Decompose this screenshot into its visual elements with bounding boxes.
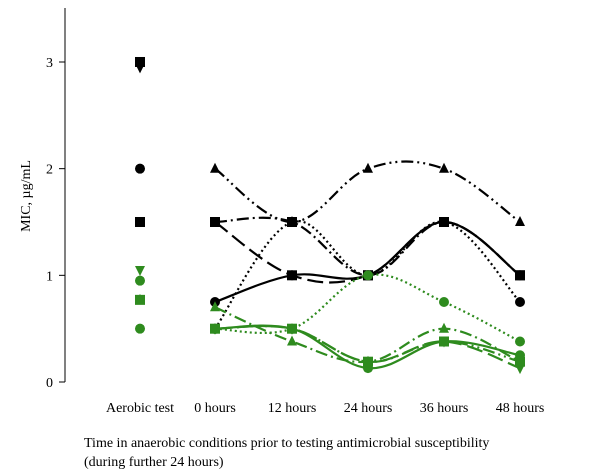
aerobic-point: [135, 323, 145, 334]
series-5-point: [210, 217, 220, 227]
series-4-point: [515, 297, 525, 307]
series-6-point: [439, 297, 449, 307]
aerobic-point: [135, 265, 145, 276]
aerobic-point: [135, 56, 145, 67]
aerobic-point: [135, 275, 145, 286]
x-tick-label: 0 hours: [194, 401, 236, 416]
series-5-point: [439, 217, 449, 227]
series-6-point: [515, 336, 525, 347]
y-ticks: 0 1 2 3: [46, 56, 65, 391]
series-10-point: [515, 356, 525, 367]
series-line-10: [214, 324, 521, 363]
series-10-point: [363, 356, 373, 367]
aerobic-point: [135, 216, 145, 227]
x-tick-label: Aerobic test: [106, 401, 174, 416]
x-tick-label: 12 hours: [268, 401, 317, 416]
series-10-point: [439, 336, 449, 347]
series-9-point: [287, 335, 297, 346]
series-3-point: [439, 162, 449, 173]
marker-layer: [135, 56, 525, 375]
aerobic-point: [135, 293, 145, 304]
y-tick-label: 2: [46, 163, 53, 178]
series-2-point: [287, 270, 297, 281]
series-10-point: [210, 323, 220, 334]
y-axis-label: MIC, µg/mL: [19, 160, 34, 232]
x-tick-label: 24 hours: [344, 401, 393, 416]
series-layer: [214, 160, 521, 370]
x-axis-label-line-2: (during further 24 hours): [84, 455, 224, 470]
series-3-point: [363, 162, 373, 173]
series-line-2: [214, 220, 521, 284]
y-tick-label: 0: [46, 376, 53, 391]
series-5-point: [515, 270, 525, 281]
series-5-point: [287, 217, 297, 227]
series-10-point: [287, 323, 297, 334]
y-tick-label: 3: [46, 56, 53, 71]
series-line-5: [214, 216, 521, 277]
x-tick-labels: Aerobic test 0 hours 12 hours 24 hours 36 ho…: [106, 401, 544, 416]
series-6-point: [363, 270, 373, 281]
y-tick-label: 1: [46, 269, 53, 284]
x-axis-label-line-1: Time in anaerobic conditions prior to te…: [84, 436, 489, 451]
x-tick-label: 48 hours: [496, 401, 545, 416]
aerobic-point: [135, 163, 145, 174]
series-9-point: [210, 301, 220, 312]
series-3-point: [515, 216, 525, 226]
x-tick-label: 36 hours: [420, 401, 469, 416]
series-3-point: [210, 162, 220, 173]
aerobic-point: [135, 63, 145, 74]
series-9-point: [439, 322, 449, 333]
